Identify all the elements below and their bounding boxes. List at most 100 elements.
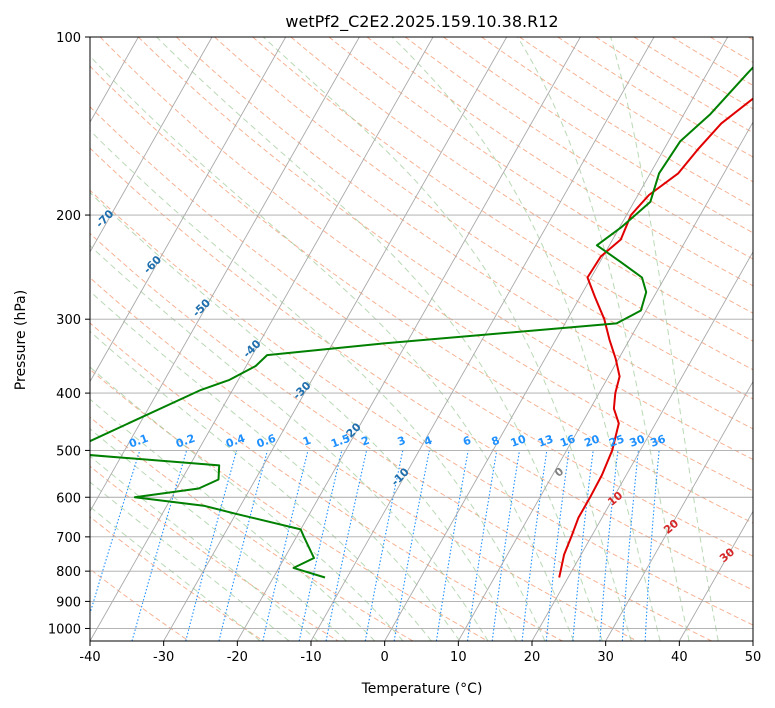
mixing-ratio-line (644, 450, 660, 641)
moist-adiabat-line (90, 481, 290, 641)
x-tick-label: -40 (79, 650, 100, 665)
x-tick-label: 0 (381, 650, 389, 665)
x-tick-label: 50 (745, 650, 762, 665)
mixing-ratio-label: 25 (607, 432, 626, 449)
line-labels: -100-90-80-70-60-50-40-30-20-100.10.20.4… (2, 109, 737, 565)
moist-adiabat-label: 0 (552, 465, 566, 480)
mixing-ratio-line (545, 450, 570, 641)
mixing-ratio-line (572, 450, 594, 641)
dry-adiabat-label: -90 (2, 109, 25, 132)
y-tick-label: 300 (56, 313, 81, 328)
mixing-ratio-label: 0.6 (255, 432, 278, 451)
mixing-ratio-label: 1 (301, 434, 313, 449)
mixing-ratio-line (521, 450, 548, 641)
moist-adiabat-line (156, 37, 603, 641)
mixing-ratio-label: 0.4 (224, 432, 247, 451)
moist-adiabat-line (90, 506, 261, 641)
dry-adiabat-line (710, 37, 753, 63)
dry-adiabat-line (137, 37, 753, 461)
y-tick-label: 900 (56, 595, 81, 610)
dry-adiabat-line (748, 37, 753, 41)
y-axis-label: Pressure (hPa) (13, 290, 29, 390)
moist-adiabat-line (90, 330, 432, 641)
moist-adiabat-line (391, 37, 661, 641)
plot-lines (0, 37, 753, 641)
dry-adiabat-line (633, 37, 753, 110)
dry-adiabat-line (90, 147, 753, 591)
moist-adiabat-line (262, 37, 632, 641)
isotherm-line (0, 37, 65, 641)
mixing-ratio-label: 3 (396, 434, 408, 449)
dry-adiabat-line (90, 65, 753, 524)
dry-adiabat-line (90, 106, 753, 557)
moist-adiabat-line (610, 37, 719, 641)
moist-adiabat-line (90, 244, 489, 641)
dry-adiabat-line (90, 277, 638, 641)
dry-adiabat-line (90, 465, 339, 641)
y-tick-label: 200 (56, 209, 81, 224)
x-tick-label: -30 (153, 650, 174, 665)
mixing-ratio-label: 20 (583, 432, 602, 450)
mixing-ratio-line (218, 450, 268, 641)
chart-title: wetPf2_C2E2.2025.159.10.38.R12 (285, 12, 558, 32)
isotherm-line (605, 380, 753, 641)
y-tick-label: 100 (56, 31, 81, 46)
isotherm-line (163, 37, 508, 641)
dry-adiabat-line (90, 189, 753, 626)
x-tick-label: -10 (300, 650, 321, 665)
x-tick-label: 40 (671, 650, 688, 665)
plot-area: -100-90-80-70-60-50-40-30-20-100.10.20.4… (0, 36, 754, 642)
moist-adiabat-line (90, 290, 461, 641)
mixing-ratio-line (185, 450, 238, 641)
mixing-ratio-label: 1.5 (329, 432, 352, 451)
mixing-ratio-line (298, 450, 343, 641)
moist-adiabat-line (90, 428, 347, 641)
x-axis: -40 -30 -20 -10 0 10 20 30 40 50 (79, 641, 761, 665)
dry-adiabat-line (290, 37, 753, 342)
x-axis-label: Temperature (°C) (361, 681, 483, 697)
isotherm-line (752, 640, 753, 641)
dry-adiabat-line (366, 37, 753, 287)
isotherm-line (90, 37, 213, 253)
mixing-ratio-label: 13 (536, 432, 555, 449)
moist-adiabat-line (517, 37, 690, 641)
dry-adiabat-line (90, 516, 264, 641)
isotherm-line (90, 37, 287, 383)
x-tick-label: 20 (524, 650, 541, 665)
mixing-ratio-label: 2 (360, 434, 372, 449)
dry-adiabat-line (176, 37, 753, 430)
mixing-ratio-line (621, 450, 639, 641)
mixing-ratio-label: 0.2 (174, 432, 197, 451)
mixing-ratio-label: 8 (490, 434, 502, 449)
dry-adiabat-line (519, 37, 753, 183)
dry-adiabat-label: -80 (47, 159, 70, 182)
dry-adiabat-line (328, 37, 753, 314)
moist-adiabat-label: 10 (605, 489, 625, 509)
mixing-ratio-label: 30 (628, 432, 647, 450)
mixing-ratio-label: 6 (461, 434, 473, 449)
isotherm-line (678, 510, 753, 641)
dry-adiabat-line (252, 37, 753, 371)
moist-adiabat-line (90, 366, 404, 641)
moist-adiabat-label: 30 (717, 545, 737, 565)
y-tick-label: 800 (56, 565, 81, 580)
isotherm-line (90, 37, 360, 513)
y-axis: 100 200 300 400 500 600 700 800 900 1000 (48, 31, 90, 637)
y-tick-label: 600 (56, 491, 81, 506)
mixing-ratio-label: 10 (509, 432, 528, 450)
y-tick-label: 400 (56, 387, 81, 402)
dry-adiabat-line (90, 322, 563, 641)
isotherm-line (90, 37, 434, 641)
mixing-ratio-line (131, 450, 188, 641)
isotherm-line (457, 121, 753, 641)
plot-frame (89, 36, 754, 642)
isotherm-line (531, 250, 753, 641)
mixing-ratio-line (90, 450, 141, 616)
y-tick-label: 700 (56, 531, 81, 546)
dry-adiabat-line (90, 416, 414, 641)
mixing-ratio-line (466, 450, 498, 641)
mixing-ratio-line (262, 450, 309, 641)
x-tick-label: -20 (227, 650, 248, 665)
x-tick-label: 10 (450, 650, 467, 665)
x-tick-label: 30 (597, 650, 614, 665)
